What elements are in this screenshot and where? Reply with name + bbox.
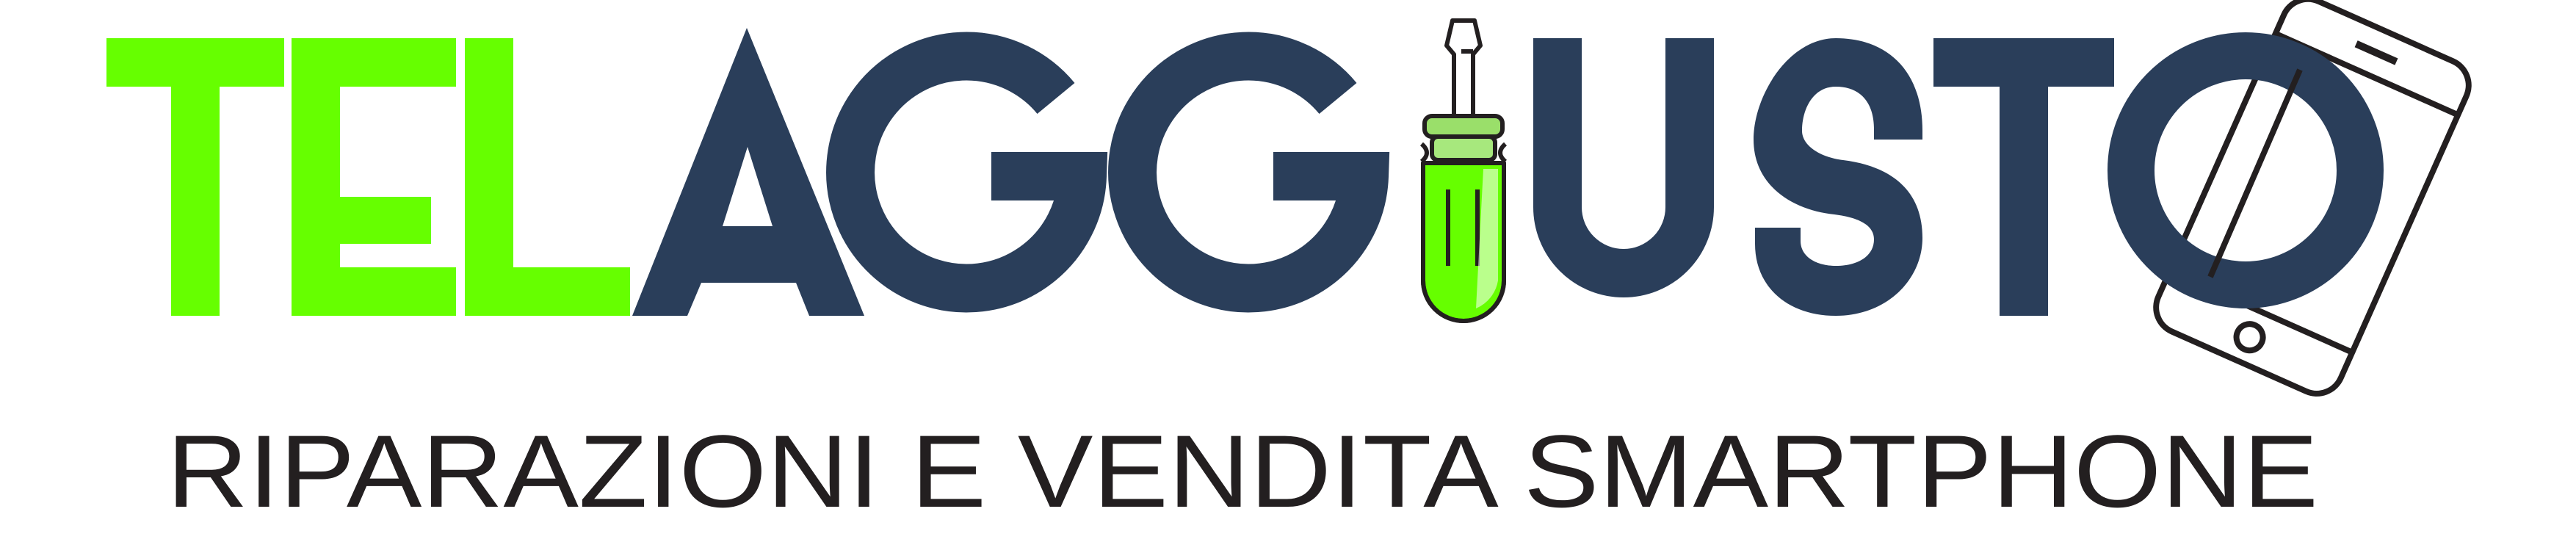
wordmark	[106, 0, 2472, 397]
wordmark-letter-g-1	[826, 32, 1108, 313]
tagline: RIPARAZIONI E VENDITA SMARTPHONE	[167, 413, 2318, 529]
wordmark-tel	[106, 38, 630, 316]
wordmark-letter-a	[632, 28, 864, 316]
wordmark-letter-s	[1754, 38, 1922, 316]
wordmark-letter-t	[1933, 38, 2114, 316]
wordmark-letter-o	[2108, 32, 2384, 308]
wordmark-letter-g-2	[1108, 32, 1390, 313]
screwdriver-icon	[1419, 18, 1508, 323]
wordmark-letter-u	[1533, 38, 1714, 297]
